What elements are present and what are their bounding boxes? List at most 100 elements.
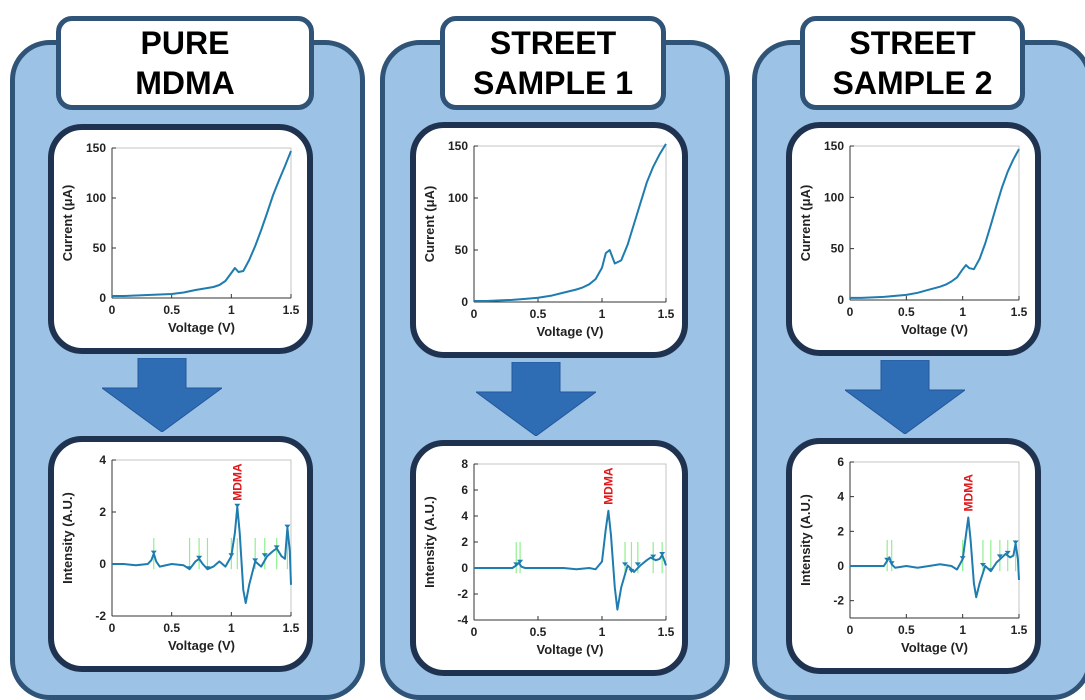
sample-title: STREET SAMPLE 2	[832, 25, 993, 101]
sample-title-box: STREET SAMPLE 1	[440, 16, 666, 110]
peak-marker	[650, 554, 657, 559]
y-tick-label: -4	[457, 613, 468, 627]
x-tick-label: 1	[228, 621, 235, 635]
y-tick-label: 8	[461, 457, 468, 471]
peak-marker	[1012, 540, 1019, 545]
x-tick-label: 1.5	[283, 621, 300, 635]
voltammogram-panel: 0 0.5 1 1.5 0 50 100 150 Voltage (V) Current (μA)	[786, 122, 1041, 356]
peak-marker	[1004, 550, 1011, 555]
data-series-line	[850, 148, 1020, 299]
plot-frame	[473, 145, 667, 303]
y-tick-label: 50	[93, 241, 107, 255]
x-tick-label: 1.5	[1011, 305, 1028, 319]
plot-frame	[473, 463, 667, 621]
peak-marker	[987, 568, 994, 573]
x-tick-label: 0.5	[163, 621, 180, 635]
y-tick-label: 0	[99, 557, 106, 571]
down-arrow-icon	[845, 360, 965, 434]
x-axis-label: Voltage (V)	[537, 642, 604, 657]
x-tick-label: 1.5	[658, 307, 675, 321]
y-tick-label: 150	[86, 141, 106, 155]
peak-marker	[628, 568, 635, 573]
voltammogram-panel: 0 0.5 1 1.5 0 50 100 150 Voltage (V) Current (μA)	[48, 124, 313, 354]
peak-marker	[979, 563, 986, 567]
y-tick-label: 6	[461, 483, 468, 497]
voltammogram-chart: 0 0.5 1 1.5 0 50 100 150 Voltage (V) Current (μA)	[798, 139, 1028, 337]
down-arrow-icon	[476, 362, 596, 436]
x-tick-label: 0	[109, 621, 116, 635]
x-axis-label: Voltage (V)	[901, 322, 968, 337]
y-tick-label: 0	[837, 559, 844, 573]
peak-marker	[273, 545, 280, 550]
x-tick-label: 1	[228, 303, 235, 317]
peak-marker	[150, 550, 157, 555]
y-tick-label: 50	[831, 242, 845, 256]
y-axis-label: Intensity (A.U.)	[60, 492, 75, 584]
peak-marker	[284, 524, 291, 529]
peak-marker	[659, 552, 666, 556]
x-axis-label: Voltage (V)	[901, 640, 968, 655]
peak-marker	[888, 561, 895, 566]
peak-label-mdma: MDMA	[601, 467, 615, 505]
sample-title-box: PURE MDMA	[56, 16, 314, 110]
data-series-line	[112, 505, 292, 604]
y-tick-label: 100	[86, 191, 106, 205]
peak-marker	[622, 562, 629, 567]
x-axis-label: Voltage (V)	[168, 638, 235, 653]
data-series-line	[850, 516, 1020, 599]
x-tick-label: 0	[109, 303, 116, 317]
plot-frame	[849, 461, 1020, 619]
peak-marker	[959, 556, 966, 561]
x-tick-label: 0.5	[898, 623, 915, 637]
y-tick-label: 4	[837, 490, 844, 504]
x-tick-label: 1.5	[283, 303, 300, 317]
data-series-line	[112, 150, 292, 297]
x-tick-label: 0.5	[163, 303, 180, 317]
spectrum-panel: 0 0.5 1 1.5 -2 0 2 4 Voltage (V) Intensity (A.U.)…	[48, 436, 313, 672]
peak-label-mdma: MDMA	[961, 474, 975, 512]
peak-marker	[228, 553, 235, 558]
spectrum-chart: 0 0.5 1 1.5 -4 -2 0 2 4 6 8 Voltage (V) Intensity (A…	[422, 457, 675, 657]
peak-marker	[261, 553, 268, 558]
peak-marker	[186, 566, 193, 571]
y-axis-label: Current (μA)	[60, 185, 75, 262]
y-axis-label: Current (μA)	[422, 186, 437, 263]
sample-title: PURE MDMA	[135, 25, 235, 101]
y-tick-label: 0	[837, 293, 844, 307]
peak-marker	[996, 554, 1003, 559]
y-tick-label: -2	[457, 587, 468, 601]
voltammogram-panel: 0 0.5 1 1.5 0 50 100 150 Voltage (V) Current (μA)	[410, 122, 688, 358]
y-tick-label: 150	[448, 139, 468, 153]
peak-label-mdma: MDMA	[230, 463, 244, 501]
down-arrow-icon	[102, 358, 222, 432]
peak-marker	[634, 562, 641, 567]
x-tick-label: 1	[959, 623, 966, 637]
y-tick-label: 100	[448, 191, 468, 205]
x-tick-label: 1.5	[658, 625, 675, 639]
peak-marker	[513, 562, 520, 567]
peak-marker	[517, 559, 524, 564]
x-tick-label: 0	[847, 623, 854, 637]
y-tick-label: 150	[824, 139, 844, 153]
peak-marker	[252, 558, 259, 563]
peak-marker	[234, 503, 241, 508]
sample-title-box: STREET SAMPLE 2	[800, 16, 1025, 110]
y-tick-label: 4	[461, 509, 468, 523]
x-axis-label: Voltage (V)	[537, 324, 604, 339]
x-axis-label: Voltage (V)	[168, 320, 235, 335]
peak-marker	[196, 555, 203, 560]
voltammogram-chart: 0 0.5 1 1.5 0 50 100 150 Voltage (V) Current (μA)	[60, 141, 300, 335]
y-tick-label: 0	[461, 561, 468, 575]
sample-title: STREET SAMPLE 1	[472, 25, 634, 101]
spectrum-panel: 0 0.5 1 1.5 -4 -2 0 2 4 6 8 Voltage (V) Intensity (A…	[410, 440, 688, 676]
x-tick-label: 1.5	[1011, 623, 1028, 637]
x-tick-label: 0	[471, 625, 478, 639]
x-tick-label: 0	[847, 305, 854, 319]
y-tick-label: -2	[833, 594, 844, 608]
y-tick-label: -2	[95, 609, 106, 623]
x-tick-label: 1	[599, 625, 606, 639]
x-tick-label: 1	[599, 307, 606, 321]
y-tick-label: 50	[455, 243, 469, 257]
voltammogram-chart: 0 0.5 1 1.5 0 50 100 150 Voltage (V) Current (μA)	[422, 139, 675, 339]
